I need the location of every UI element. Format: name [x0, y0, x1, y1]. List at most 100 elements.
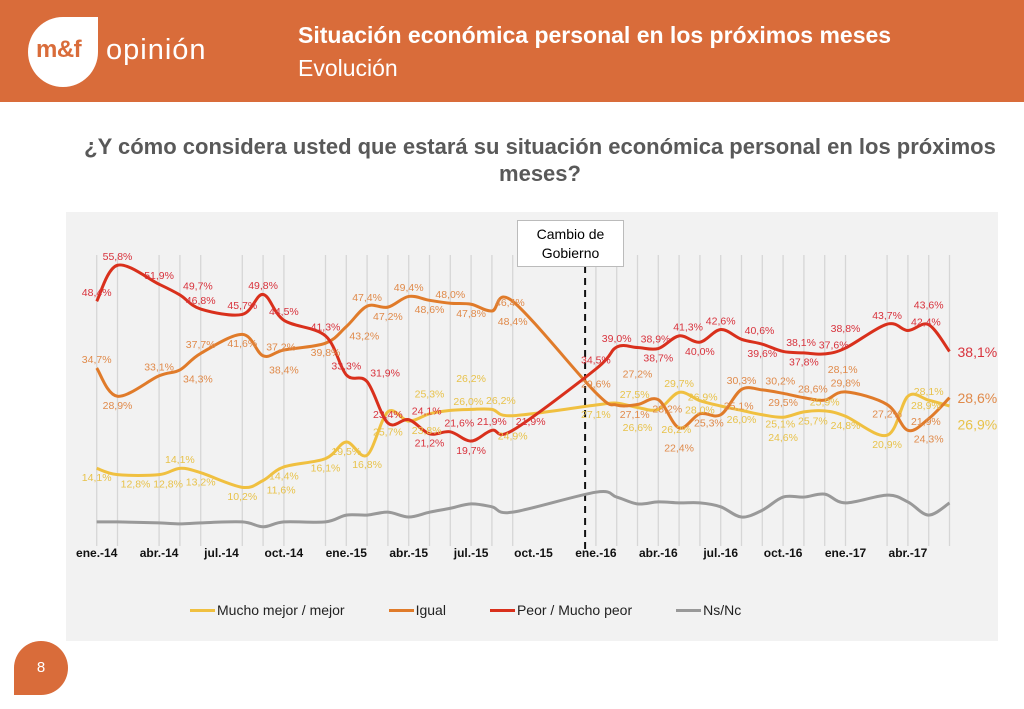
data-label: 47,2%: [373, 311, 403, 323]
data-label: 25,3%: [694, 418, 724, 430]
data-label: 23,4%: [373, 409, 403, 421]
data-label: 34,5%: [581, 355, 611, 367]
data-label: 37,6%: [819, 340, 849, 352]
data-label: 14,4%: [269, 471, 299, 483]
data-label: 45,7%: [227, 300, 257, 312]
header-bar: m&f opinión Situación económica personal…: [0, 0, 1024, 102]
data-label: 44,5%: [269, 306, 299, 318]
data-label: 40,0%: [685, 346, 715, 358]
x-tick-label: ene.-14: [76, 546, 118, 560]
data-label: 12,8%: [153, 478, 183, 490]
data-label: 48,4%: [498, 316, 528, 328]
data-label: 14,1%: [165, 454, 195, 466]
data-label: 26,9%: [958, 416, 998, 432]
page-number: 8: [14, 641, 68, 695]
data-label: 43,2%: [349, 330, 379, 342]
legend-label: Peor / Mucho peor: [516, 602, 633, 618]
data-label: 30,3%: [727, 375, 757, 387]
data-label: 47,4%: [352, 292, 382, 304]
data-label: 26,2%: [661, 424, 691, 436]
data-label: 48,4%: [82, 287, 112, 299]
data-label: 19,7%: [456, 445, 486, 457]
data-label: 43,6%: [914, 299, 944, 311]
page-title: Situación económica personal en los próx…: [298, 22, 892, 48]
data-label: 34,7%: [82, 354, 112, 366]
data-label: 48,6%: [415, 304, 445, 316]
data-label: 24,9%: [498, 430, 528, 442]
data-label: 38,1%: [958, 344, 998, 360]
data-label: 42,6%: [706, 315, 736, 327]
data-label: 28,6%: [958, 390, 998, 406]
data-label: 37,8%: [789, 357, 819, 369]
data-label: 28,1%: [828, 364, 858, 376]
data-label: 38,4%: [269, 365, 299, 377]
data-label: 49,4%: [394, 282, 424, 294]
data-label: 26,6%: [623, 422, 653, 434]
data-label: 24,8%: [831, 420, 861, 432]
x-tick-label: oct.-14: [265, 546, 304, 560]
chart-panel: [66, 212, 998, 641]
data-label: 30,2%: [765, 376, 795, 388]
data-label: 14,1%: [82, 472, 112, 484]
data-label: 33,1%: [144, 362, 174, 374]
x-tick-label: jul.-15: [453, 546, 489, 560]
data-label: 25,1%: [765, 419, 795, 431]
data-label: 27,2%: [623, 368, 653, 380]
x-tick-label: ene.-15: [326, 546, 368, 560]
data-label: 55,8%: [103, 251, 133, 263]
series-line-2: [95, 263, 951, 443]
annotation-line2: Gobierno: [541, 245, 600, 261]
chart-legend: Mucho mejor / mejor Igual Peor / Mucho p…: [190, 602, 785, 618]
legend-item-peor: Peor / Mucho peor: [489, 602, 633, 618]
data-label: 46,8%: [186, 295, 216, 307]
data-label: 12,8%: [121, 478, 151, 490]
data-label: 16,1%: [311, 462, 341, 474]
legend-item-mejor: Mucho mejor / mejor: [190, 602, 345, 618]
data-label: 28,9%: [911, 400, 941, 412]
data-label: 39,0%: [602, 333, 632, 345]
legend-swatch: [676, 608, 702, 612]
data-label: 23,8%: [412, 425, 442, 437]
data-label: 31,9%: [370, 367, 400, 379]
data-label: 29,5%: [768, 397, 798, 409]
data-label: 29,7%: [664, 378, 694, 390]
x-tick-label: abr.-15: [389, 546, 428, 560]
data-label: 28,2%: [652, 403, 682, 415]
data-label: 28,6%: [798, 383, 828, 395]
data-label: 21,2%: [415, 438, 445, 450]
data-label: 46,4%: [495, 297, 525, 309]
data-label: 49,7%: [183, 281, 213, 293]
data-label: 28,9%: [103, 400, 133, 412]
data-label: 20,9%: [872, 439, 902, 451]
x-tick-label: oct.-15: [514, 546, 553, 560]
data-label: 21,9%: [911, 416, 941, 428]
x-tick-label: oct.-16: [764, 546, 803, 560]
data-label: 49,8%: [248, 280, 278, 292]
x-tick-label: abr.-14: [140, 546, 179, 560]
data-label: 47,8%: [456, 308, 486, 320]
government-change-annotation: Cambio de Gobierno: [517, 220, 624, 267]
legend-item-nsnc: Ns/Nc: [676, 602, 741, 618]
legend-swatch: [489, 608, 515, 612]
data-label: 37,2%: [266, 342, 296, 354]
data-label: 27,1%: [581, 409, 611, 421]
data-label: 39,6%: [747, 348, 777, 360]
data-label: 33,3%: [331, 361, 361, 373]
data-label: 21,6%: [444, 418, 474, 430]
data-label: 43,7%: [872, 310, 902, 322]
data-label: 42,4%: [911, 316, 941, 328]
data-label: 24,6%: [768, 432, 798, 444]
data-label: 34,3%: [183, 374, 213, 386]
data-label: 13,2%: [186, 476, 216, 488]
data-label: 26,0%: [453, 396, 483, 408]
data-label: 19,5%: [331, 446, 361, 458]
legend-label: Igual: [415, 602, 446, 618]
data-label: 48,0%: [435, 289, 465, 301]
data-label: 26,2%: [486, 395, 516, 407]
data-label: 10,2%: [227, 491, 257, 503]
data-label: 11,6%: [267, 484, 296, 496]
legend-swatch: [190, 608, 215, 612]
legend-item-igual: Igual: [388, 602, 446, 618]
logo-drop-icon: [28, 17, 98, 87]
